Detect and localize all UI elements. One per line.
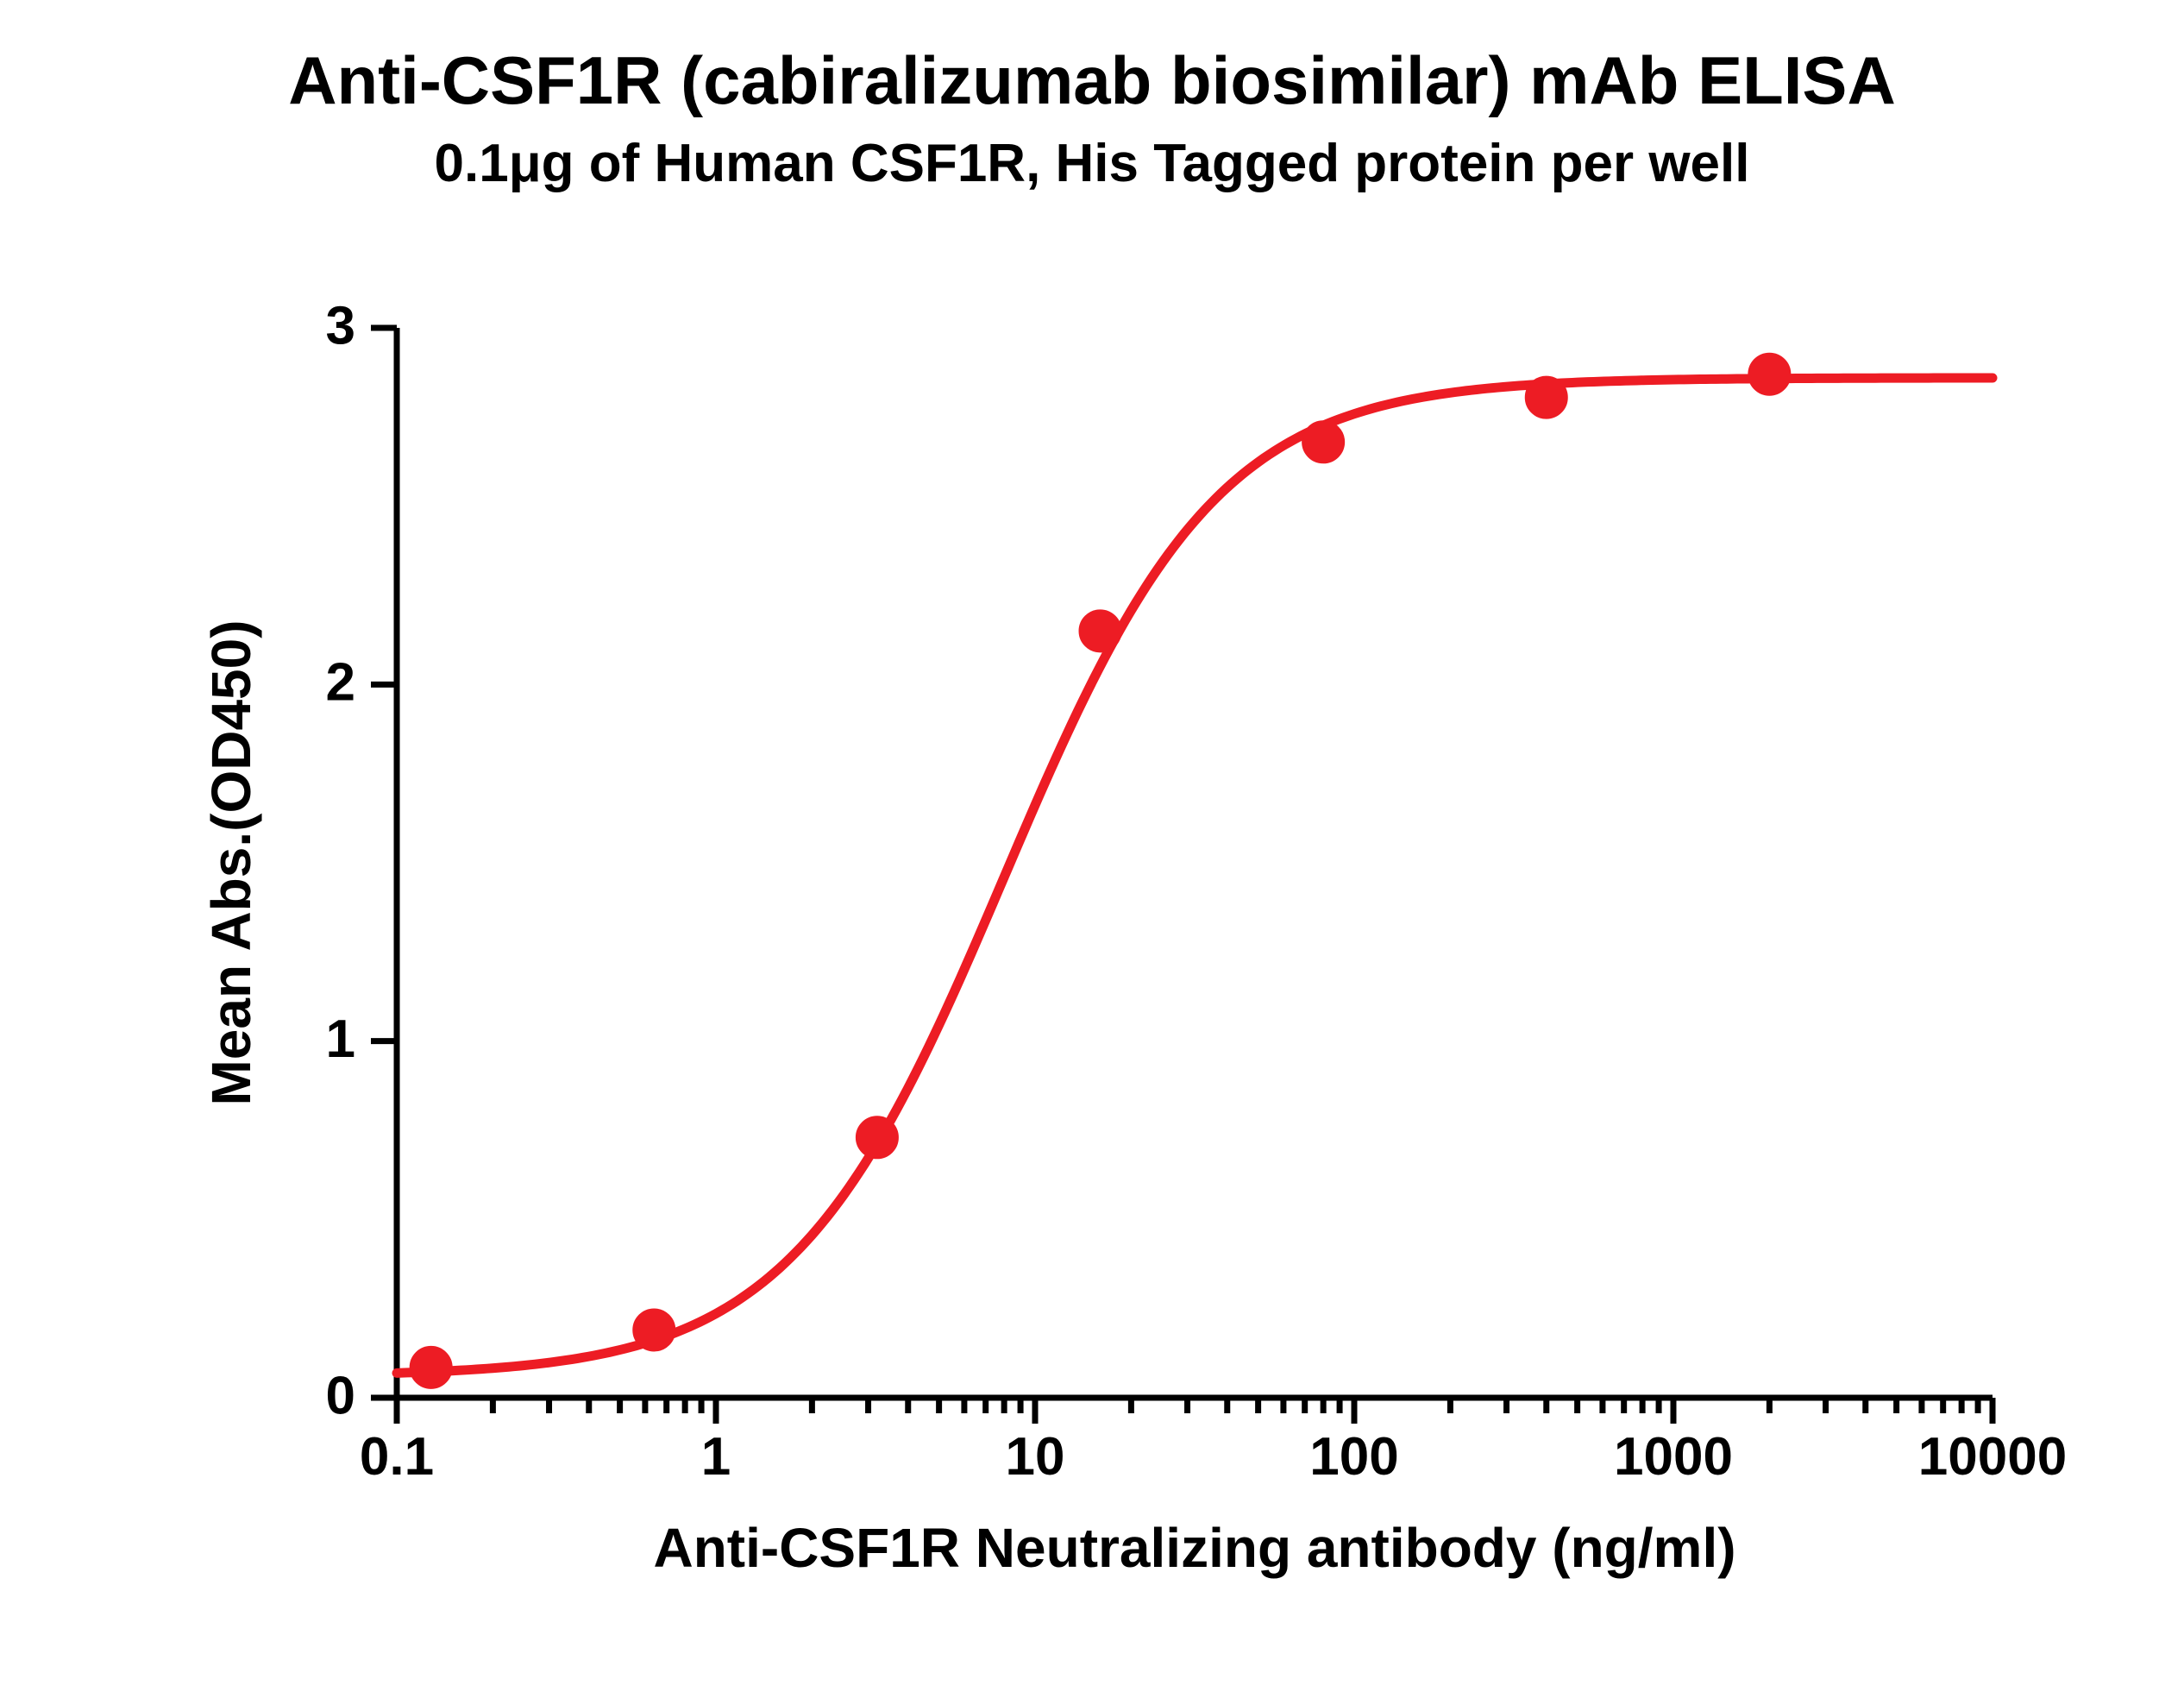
data-point [857,1116,898,1158]
data-point [1526,377,1567,418]
y-tick-label: 3 [326,296,355,355]
x-tick-label: 100 [1309,1427,1398,1487]
chart-subtitle: 0.1μg of Human CSF1R, His Tagged protein… [435,134,1750,193]
data-point [1748,354,1790,395]
chart-title: Anti-CSF1R (cabiralizumab biosimilar) mA… [288,42,1896,118]
y-axis-label: Mean Abs.(OD450) [200,619,262,1105]
x-tick-label: 1000 [1614,1427,1733,1487]
data-point [1302,421,1344,462]
elisa-curve-chart: Anti-CSF1R (cabiralizumab biosimilar) mA… [0,0,2184,1698]
x-tick-label: 10000 [1918,1427,2067,1487]
x-tick-label: 10 [1006,1427,1065,1487]
y-tick-label: 0 [326,1366,355,1425]
data-point [633,1309,675,1350]
x-tick-label: 1 [701,1427,731,1487]
data-point [1080,610,1121,651]
y-tick-label: 2 [326,653,355,713]
y-tick-label: 1 [326,1009,355,1069]
chart-background [0,0,2184,1698]
x-tick-label: 0.1 [360,1427,434,1487]
data-point [411,1347,452,1388]
chart-container: Anti-CSF1R (cabiralizumab biosimilar) mA… [0,0,2184,1698]
x-axis-label: Anti-CSF1R Neutralizing antibody (ng/ml) [653,1517,1735,1579]
